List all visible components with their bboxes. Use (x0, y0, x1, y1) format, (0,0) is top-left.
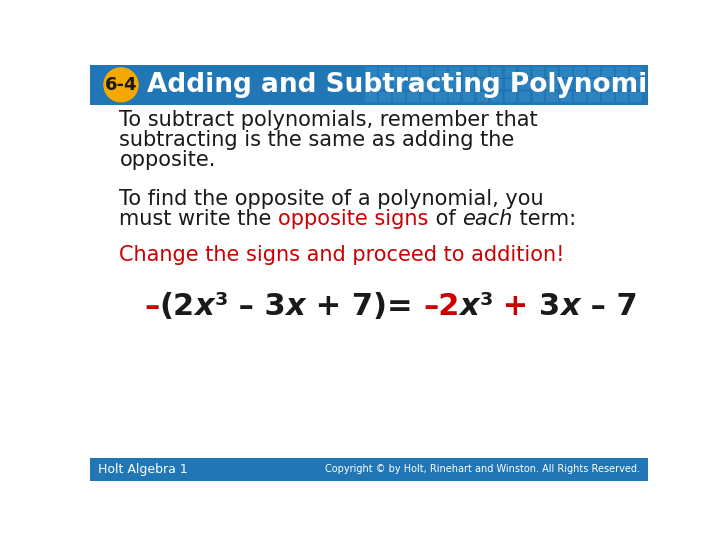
Text: x: x (285, 292, 305, 321)
Bar (407, 92, 418, 102)
Bar (518, 79, 530, 90)
Bar (490, 67, 503, 77)
Bar (602, 79, 614, 90)
Text: –2: –2 (423, 292, 459, 321)
Text: opposite signs: opposite signs (279, 209, 429, 229)
Bar (393, 79, 405, 90)
Bar (90, 65, 648, 105)
Bar (505, 67, 516, 77)
Text: +: + (492, 292, 539, 321)
Text: subtracting is the same as adding the: subtracting is the same as adding the (120, 131, 515, 151)
Bar (575, 67, 586, 77)
Text: To find the opposite of a polynomial, you: To find the opposite of a polynomial, yo… (120, 189, 544, 209)
Bar (616, 92, 628, 102)
Bar (546, 92, 558, 102)
Text: of: of (429, 209, 462, 229)
Bar (588, 79, 600, 90)
Bar (379, 67, 391, 77)
Bar (518, 92, 530, 102)
Bar (588, 92, 600, 102)
Bar (518, 67, 530, 77)
Circle shape (104, 68, 138, 102)
Bar (533, 79, 544, 90)
Bar (463, 92, 474, 102)
Bar (365, 79, 377, 90)
Text: + 7)=: + 7)= (305, 292, 423, 321)
Text: x: x (194, 292, 215, 321)
Bar (630, 79, 642, 90)
Bar (379, 79, 391, 90)
Bar (575, 79, 586, 90)
Text: each: each (462, 209, 513, 229)
Bar (449, 67, 461, 77)
Bar (616, 67, 628, 77)
Bar (421, 67, 433, 77)
Text: ³: ³ (215, 292, 228, 321)
Bar (435, 92, 446, 102)
Bar (560, 79, 572, 90)
Text: 6-4: 6-4 (104, 76, 138, 94)
Bar (630, 67, 642, 77)
Bar (407, 67, 418, 77)
Bar (393, 67, 405, 77)
Bar (505, 79, 516, 90)
Text: x: x (560, 292, 580, 321)
Bar (477, 79, 488, 90)
Bar (560, 92, 572, 102)
Bar (407, 79, 418, 90)
Bar (602, 67, 614, 77)
Text: – 3: – 3 (228, 292, 285, 321)
Bar (630, 92, 642, 102)
Text: opposite.: opposite. (120, 151, 216, 171)
Bar (546, 79, 558, 90)
Bar (477, 92, 488, 102)
Bar (505, 92, 516, 102)
Bar (379, 92, 391, 102)
Text: Adding and Subtracting Polynomials: Adding and Subtracting Polynomials (148, 72, 690, 98)
Text: – 7: – 7 (580, 292, 638, 321)
Text: (2: (2 (160, 292, 194, 321)
Bar (477, 67, 488, 77)
Text: 3: 3 (539, 292, 560, 321)
Text: ³: ³ (479, 292, 492, 321)
Bar (616, 79, 628, 90)
Bar (365, 92, 377, 102)
Bar (365, 67, 377, 77)
Text: Holt Algebra 1: Holt Algebra 1 (98, 463, 187, 476)
Bar (449, 92, 461, 102)
Bar (490, 79, 503, 90)
Bar (602, 92, 614, 102)
Bar (560, 67, 572, 77)
Bar (463, 79, 474, 90)
Bar (546, 67, 558, 77)
Bar (90, 457, 648, 481)
Bar (435, 79, 446, 90)
Text: x: x (459, 292, 479, 321)
Text: Copyright © by Holt, Rinehart and Winston. All Rights Reserved.: Copyright © by Holt, Rinehart and Winsto… (325, 464, 640, 474)
Text: To subtract polynomials, remember that: To subtract polynomials, remember that (120, 110, 538, 130)
Text: Change the signs and proceed to addition!: Change the signs and proceed to addition… (120, 245, 565, 265)
Bar (533, 92, 544, 102)
Bar (588, 67, 600, 77)
Bar (533, 67, 544, 77)
Bar (463, 67, 474, 77)
Text: term:: term: (513, 209, 576, 229)
Bar (393, 92, 405, 102)
Bar (490, 92, 503, 102)
Text: –: – (144, 292, 160, 321)
Bar (449, 79, 461, 90)
Bar (421, 92, 433, 102)
Bar (575, 92, 586, 102)
Bar (435, 67, 446, 77)
Bar (421, 79, 433, 90)
Text: must write the: must write the (120, 209, 279, 229)
